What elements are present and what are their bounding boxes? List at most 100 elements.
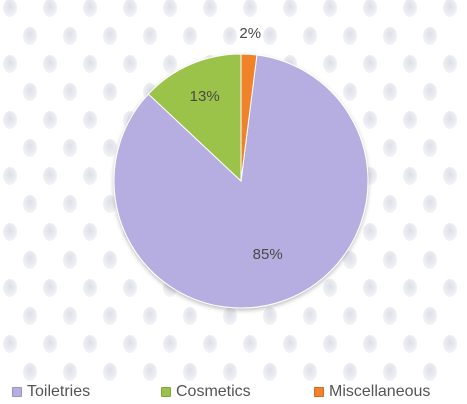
background-dot — [23, 251, 37, 269]
legend-label-toiletries: Toiletries — [27, 383, 91, 400]
background-dot — [123, 335, 137, 353]
background-dot — [383, 363, 397, 381]
background-dot — [143, 363, 157, 381]
background-dot — [443, 279, 457, 297]
background-dot — [323, 335, 337, 353]
background-dot — [363, 279, 377, 297]
background-dot — [103, 83, 117, 101]
background-dot — [223, 307, 237, 325]
background-dot — [423, 307, 437, 325]
background-dot — [343, 83, 357, 101]
background-dot — [43, 223, 57, 241]
background-dot — [223, 363, 237, 381]
background-dot — [3, 0, 17, 17]
background-dot — [183, 27, 197, 45]
background-dot — [23, 83, 37, 101]
background-dot — [383, 195, 397, 213]
background-dot — [383, 27, 397, 45]
legend-item-cosmetics: Cosmetics — [161, 383, 251, 401]
background-dot — [363, 335, 377, 353]
background-dot — [423, 27, 437, 45]
background-dot — [403, 223, 417, 241]
background-dot — [63, 251, 77, 269]
legend-swatch-toiletries — [12, 387, 22, 397]
legend-item-toiletries: Toiletries — [12, 383, 90, 401]
background-dot — [143, 307, 157, 325]
background-dot — [163, 0, 177, 17]
background-dot — [223, 27, 237, 45]
background-dot — [403, 167, 417, 185]
legend-item-miscellaneous: Miscellaneous — [314, 383, 430, 401]
background-dot — [203, 0, 217, 17]
background-dot — [63, 363, 77, 381]
background-dot — [183, 363, 197, 381]
data-label-toiletries: 85% — [253, 246, 283, 263]
background-dot — [63, 83, 77, 101]
background-dot — [83, 111, 97, 129]
background-dot — [103, 363, 117, 381]
background-dot — [423, 363, 437, 381]
background-dot — [443, 335, 457, 353]
background-dot — [103, 139, 117, 157]
background-dot — [323, 279, 337, 297]
background-dot — [363, 111, 377, 129]
background-dot — [63, 27, 77, 45]
background-dot — [103, 27, 117, 45]
background-dot — [23, 139, 37, 157]
background-dot — [343, 307, 357, 325]
background-dot — [243, 335, 257, 353]
background-dot — [443, 167, 457, 185]
background-dot — [403, 55, 417, 73]
background-dot — [383, 307, 397, 325]
background-dot — [83, 55, 97, 73]
background-dot — [23, 195, 37, 213]
background-dot — [403, 279, 417, 297]
background-dot — [3, 335, 17, 353]
background-dot — [323, 0, 337, 17]
background-dot — [23, 27, 37, 45]
background-dot — [403, 0, 417, 17]
data-label-cosmetics: 13% — [190, 88, 220, 105]
background-dot — [103, 307, 117, 325]
background-dot — [363, 0, 377, 17]
background-dot — [383, 83, 397, 101]
background-dot — [43, 279, 57, 297]
background-dot — [23, 307, 37, 325]
background-dot — [83, 0, 97, 17]
background-dot — [343, 363, 357, 381]
background-dot — [183, 307, 197, 325]
background-dot — [423, 251, 437, 269]
background-dot — [83, 279, 97, 297]
background-dot — [103, 251, 117, 269]
background-dot — [383, 251, 397, 269]
background-dot — [443, 0, 457, 17]
pie-slice-cosmetics — [147, 53, 242, 183]
background-dot — [3, 55, 17, 73]
background-dot — [43, 55, 57, 73]
background-dot — [283, 335, 297, 353]
background-dot — [123, 0, 137, 17]
background-dot — [43, 0, 57, 17]
background-dot — [343, 251, 357, 269]
background-dot — [363, 223, 377, 241]
background-dot — [203, 335, 217, 353]
background-dot — [383, 139, 397, 157]
data-label-miscellaneous: 2% — [239, 25, 261, 42]
background-dot — [43, 111, 57, 129]
background-dot — [43, 335, 57, 353]
pie-slice-miscellaneous — [240, 53, 258, 182]
legend-swatch-cosmetics — [161, 387, 171, 397]
background-dot — [423, 195, 437, 213]
background-dot — [83, 335, 97, 353]
background-dot — [63, 307, 77, 325]
background-dot — [43, 167, 57, 185]
background-dot — [323, 55, 337, 73]
background-dot — [83, 223, 97, 241]
background-dot — [423, 139, 437, 157]
background-dot — [403, 335, 417, 353]
legend-label-miscellaneous: Miscellaneous — [329, 383, 431, 400]
background-dot — [63, 195, 77, 213]
background-dot — [443, 111, 457, 129]
background-dot — [163, 335, 177, 353]
